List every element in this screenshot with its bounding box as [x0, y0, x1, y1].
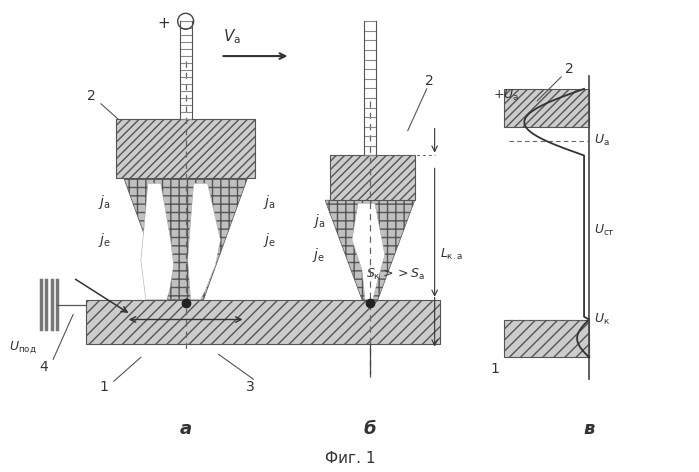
- Text: $j_{\rm а}$: $j_{\rm а}$: [99, 193, 111, 211]
- Text: а: а: [180, 420, 192, 438]
- Text: $+U_{\rm а}$: $+U_{\rm а}$: [493, 88, 519, 103]
- Text: 1: 1: [490, 362, 499, 376]
- Text: $U_{\rm под}$: $U_{\rm под}$: [9, 339, 37, 355]
- Polygon shape: [187, 183, 220, 300]
- Polygon shape: [140, 183, 173, 300]
- Text: $V_{\rm a}$: $V_{\rm a}$: [222, 27, 240, 46]
- Text: 3: 3: [246, 380, 254, 394]
- Text: Фиг. 1: Фиг. 1: [325, 451, 375, 466]
- Text: 2: 2: [425, 74, 434, 88]
- Text: $U_{\rm ст}$: $U_{\rm ст}$: [594, 222, 615, 237]
- Text: $j_{\rm а}$: $j_{\rm а}$: [312, 212, 325, 230]
- Text: $j_{\rm е}$: $j_{\rm е}$: [98, 231, 111, 249]
- Text: +: +: [157, 16, 170, 31]
- Text: 4: 4: [39, 360, 48, 374]
- Text: $U_{\rm а}$: $U_{\rm а}$: [594, 133, 610, 148]
- Text: 1: 1: [99, 380, 108, 394]
- Text: в: в: [584, 420, 595, 438]
- Text: $j_{\rm е}$: $j_{\rm е}$: [264, 231, 276, 249]
- Polygon shape: [325, 200, 415, 300]
- Text: $j_{\rm е}$: $j_{\rm е}$: [312, 246, 325, 264]
- Text: $U_{\rm к}$: $U_{\rm к}$: [594, 312, 610, 327]
- Text: 2: 2: [565, 62, 573, 76]
- Bar: [116, 118, 255, 178]
- Text: $j_{\rm а}$: $j_{\rm а}$: [264, 193, 276, 211]
- Bar: [330, 155, 415, 200]
- Text: 2: 2: [87, 89, 95, 103]
- Polygon shape: [352, 203, 385, 300]
- Bar: [505, 320, 589, 357]
- Text: б: б: [363, 420, 376, 438]
- Polygon shape: [124, 178, 247, 300]
- Bar: [505, 89, 589, 126]
- Text: $L_{\rm к.а}$: $L_{\rm к.а}$: [440, 247, 463, 262]
- Bar: [86, 300, 440, 345]
- Text: $S_{\rm к}>>S_{\rm а}$: $S_{\rm к}>>S_{\rm а}$: [366, 267, 425, 282]
